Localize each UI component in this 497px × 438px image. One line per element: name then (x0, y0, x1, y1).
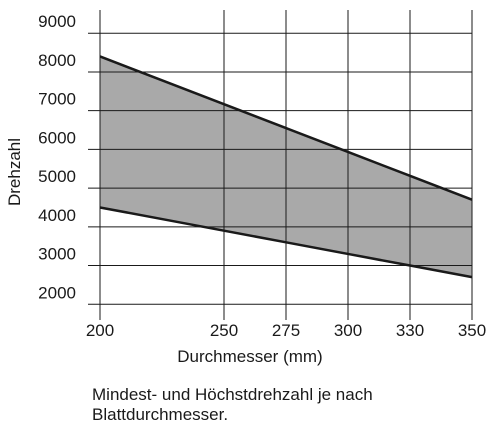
x-tick-label: 300 (334, 321, 362, 340)
y-tick-label: 6000 (38, 128, 76, 147)
caption: Mindest- und Höchstdrehzahl je nach Blat… (92, 385, 373, 424)
x-axis-label: Durchmesser (mm) (177, 347, 322, 366)
x-tick-label: 200 (86, 321, 114, 340)
x-tick-label: 350 (458, 321, 486, 340)
chart: Durchmesser (mm) Drehzahl 2000 3000 4000 50… (5, 10, 486, 366)
y-axis-label: Drehzahl (5, 138, 24, 206)
x-tick-label: 250 (210, 321, 238, 340)
x-tick-label: 275 (272, 321, 300, 340)
y-tick-label: 8000 (38, 51, 76, 70)
y-tick-label: 3000 (38, 245, 76, 264)
y-tick-label: 7000 (38, 90, 76, 109)
range-line (99, 55, 473, 201)
x-tick-label: 330 (396, 321, 424, 340)
y-tick-label: 4000 (38, 206, 76, 225)
range-line (99, 206, 473, 279)
y-tick-label: 2000 (38, 283, 76, 302)
y-tick-label: 9000 (38, 12, 76, 31)
y-tick-label: 5000 (38, 167, 76, 186)
